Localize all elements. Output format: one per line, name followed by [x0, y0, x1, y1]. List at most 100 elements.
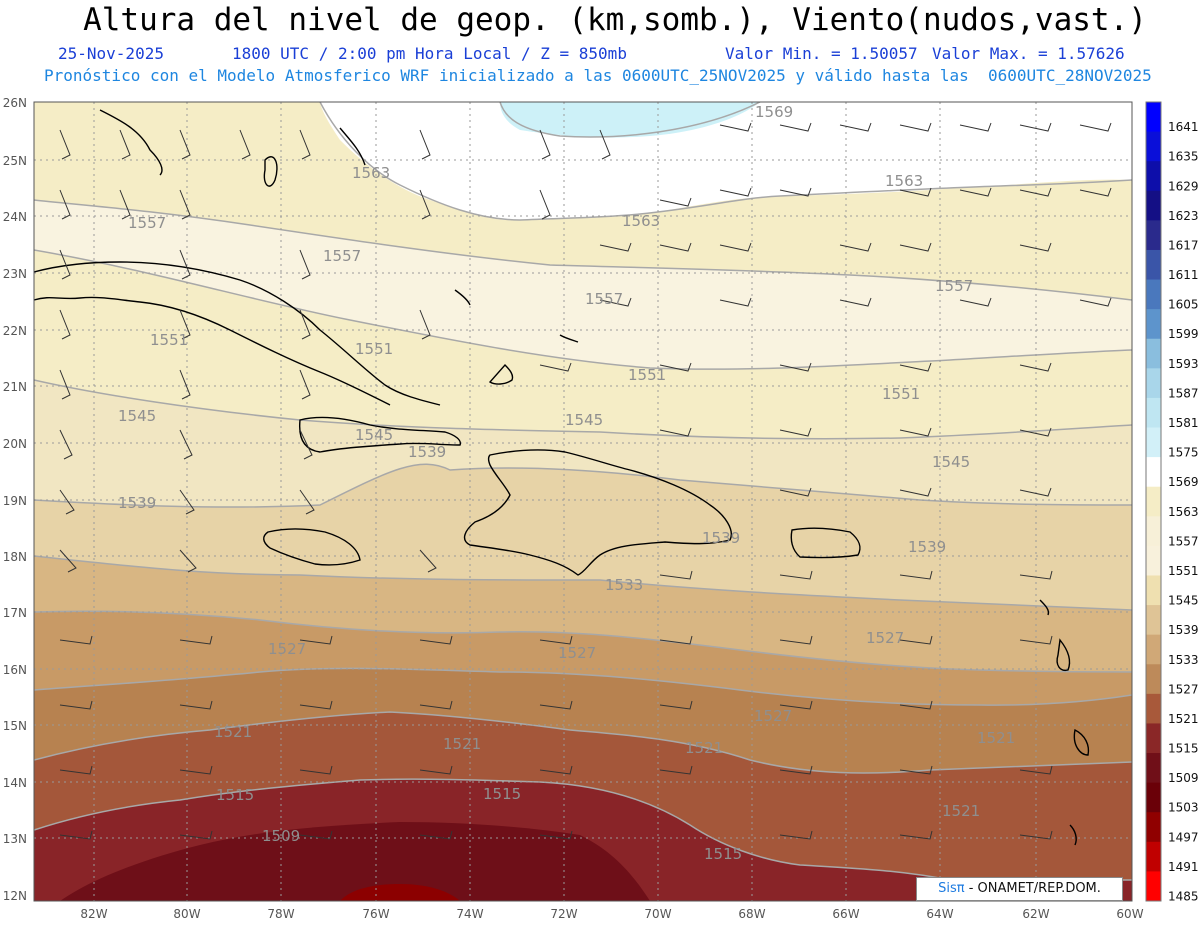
- colorbar-swatch: [1146, 427, 1161, 458]
- lat-label: 14N: [3, 776, 27, 790]
- colorbar-swatch: [1146, 545, 1161, 576]
- contour-label: 1557: [128, 214, 166, 232]
- contour-label: 1509: [262, 827, 300, 845]
- contour-label: 1515: [216, 786, 254, 804]
- lat-label: 26N: [3, 96, 27, 110]
- contour-label: 1527: [754, 707, 792, 725]
- lon-label: 70W: [644, 907, 671, 921]
- colorbar-level-label: 1629: [1168, 179, 1199, 193]
- contour-label: 1551: [150, 331, 188, 349]
- lat-label: 17N: [3, 606, 27, 620]
- colorbar-level-label: 1485: [1168, 890, 1199, 904]
- colorbar-level-label: 1557: [1168, 534, 1199, 548]
- credit-org: - ONAMET/REP.DOM.: [964, 881, 1101, 896]
- colorbar-swatch: [1146, 516, 1161, 547]
- contour-label: 1545: [118, 407, 156, 425]
- colorbar-swatch: [1146, 782, 1161, 813]
- forecast-note: Pronóstico con el Modelo Atmosferico WRF…: [44, 66, 1152, 85]
- colorbar-swatch: [1146, 812, 1161, 843]
- colorbar-swatch: [1146, 190, 1161, 221]
- colorbar-swatch: [1146, 634, 1161, 665]
- contour-label: 1557: [585, 290, 623, 308]
- lat-label: 23N: [3, 267, 27, 281]
- colorbar-swatch: [1146, 723, 1161, 754]
- colorbar-level-label: 1551: [1168, 564, 1199, 578]
- colorbar-swatch: [1146, 486, 1161, 517]
- contour-label: 1521: [443, 735, 481, 753]
- contour-label: 1521: [685, 739, 723, 757]
- colorbar-level-label: 1515: [1168, 742, 1199, 756]
- colorbar-frame: [1145, 101, 1162, 902]
- contour-label: 1557: [323, 247, 361, 265]
- credit-box: Sisπ - ONAMET/REP.DOM.: [916, 877, 1123, 901]
- lon-label: 62W: [1022, 907, 1049, 921]
- contour-label: 1563: [885, 172, 923, 190]
- contour-label: 1527: [558, 644, 596, 662]
- colorbar-level-label: 1545: [1168, 594, 1199, 608]
- contour-label: 1545: [932, 453, 970, 471]
- wind-barbs: [59, 122, 1112, 840]
- max-value: Valor Max. = 1.57626: [932, 44, 1125, 63]
- colorbar-level-label: 1581: [1168, 416, 1199, 430]
- lon-label: 82W: [80, 907, 107, 921]
- lon-label: 78W: [267, 907, 294, 921]
- min-value: Valor Min. = 1.50057: [725, 44, 918, 63]
- colorbar-level-label: 1635: [1168, 150, 1199, 164]
- colorbar-level-label: 1617: [1168, 238, 1199, 252]
- colorbar-level-label: 1527: [1168, 682, 1199, 696]
- lon-label: 66W: [832, 907, 859, 921]
- colorbar-swatch: [1146, 397, 1161, 429]
- colorbar-labels: 1641 1635 1629 1623 1617 1611 1605 1599 1593 1587…: [1168, 120, 1199, 903]
- lon-label: 76W: [362, 907, 389, 921]
- contour-label: 1563: [622, 212, 660, 230]
- colorbar-level-label: 1509: [1168, 771, 1199, 785]
- date-label: 25-Nov-2025: [58, 44, 164, 63]
- contour-label: 1551: [882, 385, 920, 403]
- colorbar-level-label: 1623: [1168, 209, 1199, 223]
- contour-label: 1515: [704, 845, 742, 863]
- lat-label: 18N: [3, 550, 27, 564]
- colorbar-swatch: [1146, 220, 1161, 251]
- colorbar: [1145, 101, 1162, 902]
- contour-label: 1539: [702, 529, 740, 547]
- contour-label: 1533: [605, 576, 643, 594]
- colorbar-swatch: [1146, 102, 1161, 133]
- lon-label: 68W: [738, 907, 765, 921]
- colorbar-swatch: [1146, 161, 1161, 192]
- colorbar-level-label: 1533: [1168, 653, 1199, 667]
- longitude-axis: 82W 80W 78W 76W 74W 72W 70W 68W 66W 64W …: [80, 907, 1143, 921]
- colorbar-swatch: [1146, 753, 1161, 784]
- lat-label: 13N: [3, 832, 27, 846]
- plot-frame: [33, 101, 1133, 902]
- contour-label: 1551: [628, 366, 666, 384]
- colorbar-level-label: 1503: [1168, 801, 1199, 815]
- contour-label: 1539: [408, 443, 446, 461]
- colorbar-level-label: 1491: [1168, 860, 1199, 874]
- colorbar-swatch: [1146, 368, 1161, 399]
- contour-label: 1521: [214, 723, 252, 741]
- contour-labels: 1569 1563 1563 1563 1557 1557 1557 1557 …: [118, 103, 1015, 863]
- colorbar-swatch: [1146, 693, 1161, 724]
- colorbar-swatch: [1146, 871, 1161, 902]
- contour-label: 1521: [942, 802, 980, 820]
- contour-label: 1521: [977, 729, 1015, 747]
- colorbar-swatch: [1146, 664, 1161, 695]
- colorbar-level-label: 1497: [1168, 830, 1199, 844]
- colorbar-level-label: 1605: [1168, 298, 1199, 312]
- lat-label: 16N: [3, 663, 27, 677]
- colorbar-level-label: 1563: [1168, 505, 1199, 519]
- contour-label: 1545: [355, 426, 393, 444]
- colorbar-swatch: [1146, 338, 1161, 369]
- colorbar-swatch: [1146, 841, 1161, 872]
- contour-label: 1527: [268, 640, 306, 658]
- lat-label: 25N: [3, 154, 27, 168]
- colorbar-swatch: [1146, 605, 1161, 636]
- time-info: 1800 UTC / 2:00 pm Hora Local / Z = 850m…: [232, 44, 627, 63]
- colorbar-level-label: 1611: [1168, 268, 1199, 282]
- lon-label: 64W: [926, 907, 953, 921]
- lon-label: 72W: [550, 907, 577, 921]
- contour-label: 1545: [565, 411, 603, 429]
- coastlines: [34, 109, 1090, 846]
- colorbar-swatch: [1146, 575, 1161, 606]
- contour-label: 1527: [866, 629, 904, 647]
